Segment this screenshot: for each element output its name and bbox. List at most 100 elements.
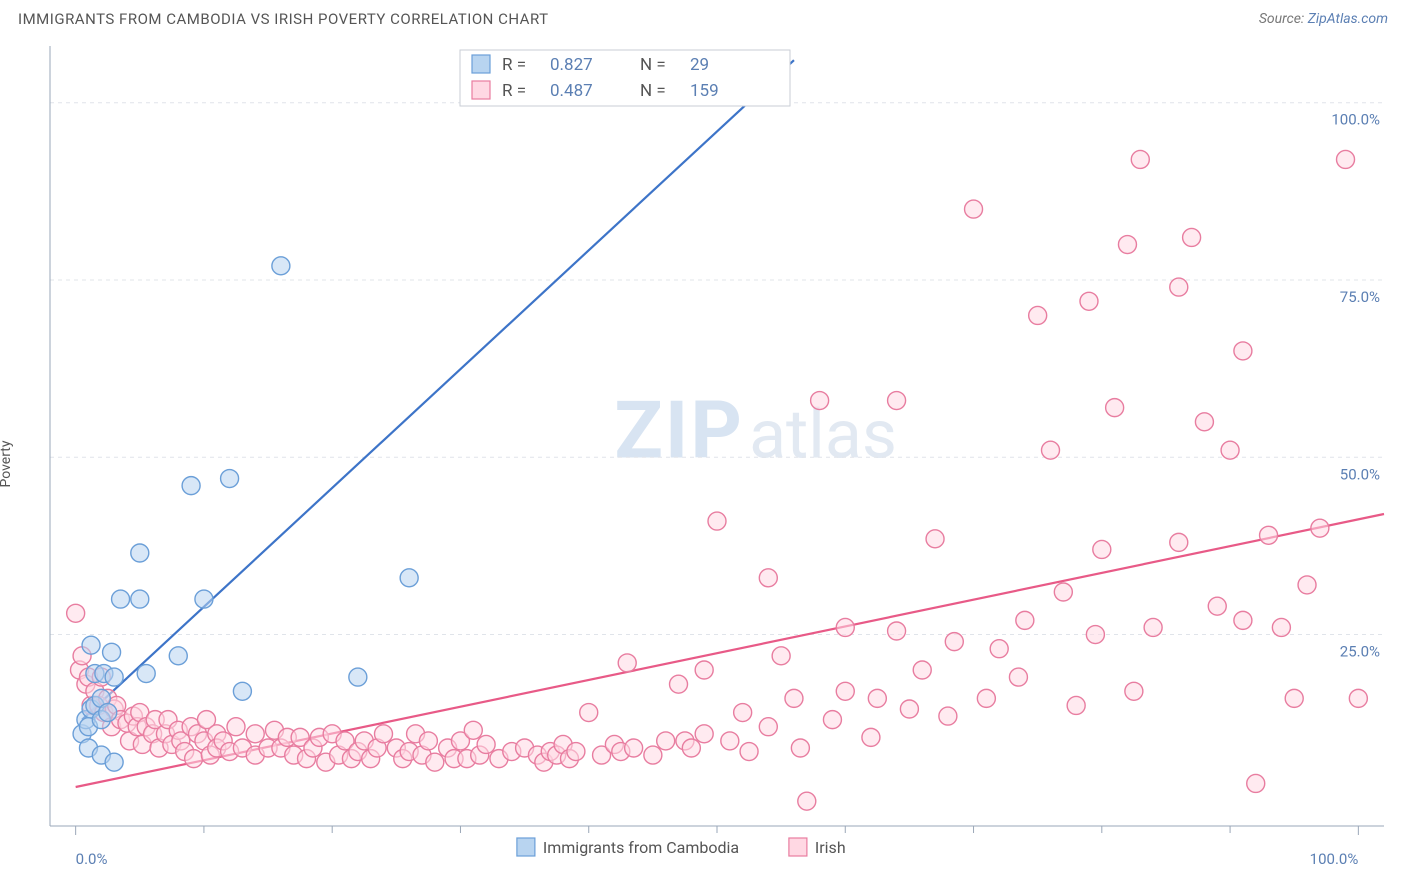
data-point-a xyxy=(131,544,149,562)
legend-n-label: N = xyxy=(640,55,666,75)
x-tick-label: 100.0% xyxy=(1310,850,1359,868)
data-point-b xyxy=(862,728,880,746)
data-point-a xyxy=(272,257,290,275)
data-point-b xyxy=(227,718,245,736)
data-point-a xyxy=(169,647,187,665)
data-point-a xyxy=(221,470,239,488)
data-point-a xyxy=(105,668,123,686)
data-point-b xyxy=(708,512,726,530)
data-point-b xyxy=(1337,150,1355,168)
data-point-a xyxy=(400,569,418,587)
data-point-b xyxy=(1183,228,1201,246)
data-point-b xyxy=(695,725,713,743)
data-point-b xyxy=(868,689,886,707)
data-point-b xyxy=(965,200,983,218)
data-point-b xyxy=(945,633,963,651)
data-point-b xyxy=(1234,611,1252,629)
data-point-b xyxy=(682,739,700,757)
data-point-b xyxy=(1349,689,1367,707)
data-point-b xyxy=(1042,441,1060,459)
y-tick-label: 100.0% xyxy=(1331,111,1380,129)
data-point-b xyxy=(926,530,944,548)
data-point-b xyxy=(1086,626,1104,644)
data-point-b xyxy=(734,704,752,722)
data-point-b xyxy=(426,753,444,771)
data-point-a xyxy=(82,636,100,654)
data-point-b xyxy=(1131,150,1149,168)
chart-title: IMMIGRANTS FROM CAMBODIA VS IRISH POVERT… xyxy=(18,10,549,28)
source-prefix: Source: xyxy=(1259,11,1308,27)
data-point-a xyxy=(137,665,155,683)
data-point-b xyxy=(1016,611,1034,629)
chart-container: Poverty ZIPatlas0.0%100.0%25.0%50.0%75.0… xyxy=(0,36,1406,892)
data-point-b xyxy=(1311,519,1329,537)
data-point-b xyxy=(670,675,688,693)
data-point-b xyxy=(567,743,585,761)
source-link[interactable]: ZipAtlas.com xyxy=(1308,11,1388,27)
data-point-b xyxy=(67,604,85,622)
data-point-b xyxy=(618,654,636,672)
data-point-b xyxy=(580,704,598,722)
data-point-b xyxy=(759,569,777,587)
data-point-b xyxy=(1170,278,1188,296)
legend-r-label: R = xyxy=(502,81,526,101)
data-point-b xyxy=(785,689,803,707)
data-point-b xyxy=(1260,526,1278,544)
data-point-a xyxy=(195,590,213,608)
data-point-a xyxy=(103,643,121,661)
data-point-b xyxy=(657,732,675,750)
bottom-legend-swatch xyxy=(517,838,535,856)
y-tick-label: 25.0% xyxy=(1340,643,1380,661)
data-point-a xyxy=(131,590,149,608)
data-point-b xyxy=(823,711,841,729)
data-point-a xyxy=(349,668,367,686)
data-point-a xyxy=(99,704,117,722)
data-point-b xyxy=(1298,576,1316,594)
data-point-b xyxy=(1009,668,1027,686)
data-point-b xyxy=(1093,540,1111,558)
data-point-a xyxy=(105,753,123,771)
watermark-zip: ZIP xyxy=(614,383,744,477)
chart-header: IMMIGRANTS FROM CAMBODIA VS IRISH POVERT… xyxy=(0,0,1406,34)
legend-r-value: 0.827 xyxy=(550,55,593,75)
data-point-b xyxy=(1247,774,1265,792)
data-point-b xyxy=(977,689,995,707)
data-point-b xyxy=(1144,618,1162,636)
data-point-b xyxy=(791,739,809,757)
data-point-b xyxy=(811,392,829,410)
data-point-b xyxy=(740,743,758,761)
data-point-b xyxy=(375,725,393,743)
data-point-b xyxy=(419,732,437,750)
data-point-b xyxy=(1221,441,1239,459)
data-point-b xyxy=(625,739,643,757)
legend-n-label: N = xyxy=(640,81,666,101)
y-tick-label: 50.0% xyxy=(1340,465,1380,483)
data-point-b xyxy=(836,618,854,636)
legend-swatch xyxy=(472,81,490,99)
x-tick-label: 0.0% xyxy=(76,850,108,868)
data-point-a xyxy=(233,682,251,700)
data-point-b xyxy=(759,718,777,736)
bottom-legend-label: Immigrants from Cambodia xyxy=(543,838,739,857)
source-attribution: Source: ZipAtlas.com xyxy=(1259,11,1388,27)
bottom-legend-swatch xyxy=(789,838,807,856)
data-point-b xyxy=(464,721,482,739)
data-point-b xyxy=(1067,696,1085,714)
data-point-b xyxy=(836,682,854,700)
data-point-b xyxy=(1208,597,1226,615)
data-point-a xyxy=(182,477,200,495)
data-point-b xyxy=(1234,342,1252,360)
legend-swatch xyxy=(472,55,490,73)
data-point-a xyxy=(112,590,130,608)
data-point-b xyxy=(695,661,713,679)
data-point-b xyxy=(185,750,203,768)
data-point-b xyxy=(913,661,931,679)
data-point-b xyxy=(772,647,790,665)
legend-n-value: 29 xyxy=(690,55,709,75)
data-point-b xyxy=(1029,306,1047,324)
data-point-b xyxy=(644,746,662,764)
data-point-b xyxy=(1195,413,1213,431)
data-point-b xyxy=(1106,399,1124,417)
legend-r-value: 0.487 xyxy=(550,81,593,101)
data-point-b xyxy=(900,700,918,718)
